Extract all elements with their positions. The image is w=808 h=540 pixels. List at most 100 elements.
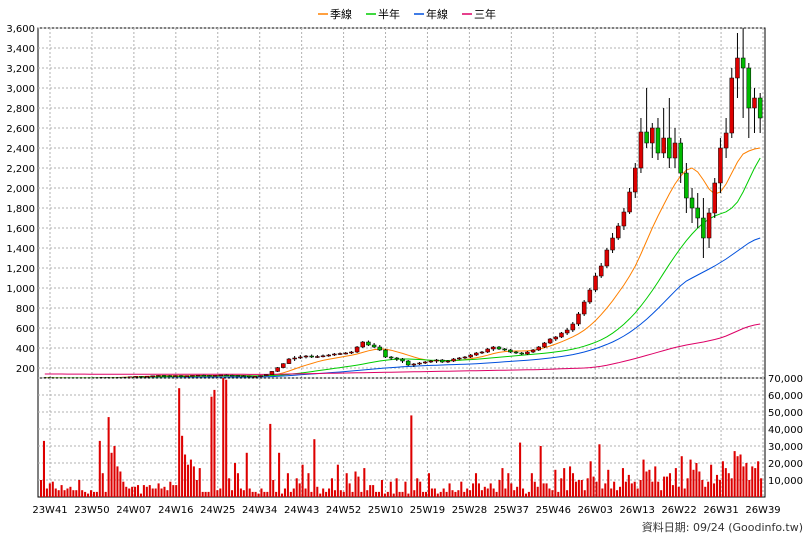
- candle-body: [195, 374, 201, 377]
- legend-label: 半年: [378, 7, 400, 21]
- price-y-tick-label: 1,800: [6, 204, 35, 215]
- candle-body: [411, 363, 417, 366]
- volume-y-tick-label: 70,000: [768, 374, 803, 385]
- candle-body: [190, 375, 195, 377]
- candle-body: [547, 338, 553, 344]
- x-tick-label: 24W43: [284, 505, 319, 516]
- volume-bar: [463, 491, 466, 497]
- volume-bar: [413, 490, 416, 497]
- price-plot-area: [37, 27, 766, 379]
- volume-bar: [263, 491, 266, 497]
- volume-bar: [98, 440, 101, 497]
- volume-bar: [548, 488, 551, 497]
- candle-body: [281, 363, 286, 368]
- volume-bar: [545, 483, 548, 497]
- volume-bar: [151, 488, 154, 497]
- price-panel: 200 400 600 800 1,000 1,200 1,400 1,600 1,800 2,0…: [6, 24, 766, 380]
- candle-body: [752, 97, 757, 109]
- volume-bar: [186, 464, 190, 497]
- x-tick-label: 24W07: [116, 505, 151, 516]
- price-y-tick-label: 200: [16, 364, 35, 375]
- volume-bar: [213, 389, 216, 497]
- volume-bar: [87, 493, 90, 497]
- volume-bar: [542, 483, 545, 497]
- candle-body: [570, 323, 576, 331]
- x-tick-label: 23W50: [74, 505, 109, 516]
- candle-body: [139, 376, 144, 378]
- x-tick-label: 26W03: [578, 505, 613, 516]
- candle-body: [633, 167, 638, 193]
- candle-body: [564, 329, 570, 334]
- candle-body: [644, 131, 649, 144]
- candle-body: [417, 362, 422, 365]
- volume-bar: [375, 491, 378, 497]
- volume-bar: [498, 480, 501, 497]
- volume-bar: [216, 490, 219, 497]
- candle-body: [224, 374, 229, 377]
- volume-bar: [683, 488, 686, 497]
- x-tick-label: 24W52: [326, 505, 361, 516]
- volume-bar: [78, 480, 81, 497]
- volume-bar: [704, 486, 707, 497]
- volume-bar: [454, 491, 457, 497]
- price-y-tick-label: 3,200: [6, 64, 35, 75]
- volume-bar: [557, 491, 560, 497]
- volume-bar: [530, 473, 533, 497]
- volume-bar: [122, 481, 125, 497]
- candle-body: [604, 249, 610, 267]
- price-y-tick-label: 1,600: [6, 224, 35, 235]
- volume-bar: [51, 481, 54, 497]
- volume-bar: [386, 491, 389, 497]
- volume-bar: [142, 485, 145, 497]
- candle-body: [638, 131, 644, 169]
- candle-body: [536, 346, 541, 351]
- volume-bar: [645, 471, 648, 497]
- volume-bar: [721, 461, 724, 497]
- candle-body: [627, 191, 632, 213]
- volume-bar: [754, 468, 757, 497]
- volume-bar: [60, 485, 63, 497]
- volume-bar: [139, 493, 142, 497]
- volume-bar: [275, 491, 278, 497]
- volume-bar: [383, 493, 386, 497]
- volume-bar: [289, 491, 292, 497]
- candle-body: [434, 359, 439, 362]
- candle-body: [462, 356, 468, 359]
- x-tick-label: 26W31: [703, 505, 738, 516]
- volume-bar: [66, 488, 69, 497]
- candle-body: [229, 374, 235, 377]
- volume-bar: [710, 464, 713, 497]
- volume-bar: [295, 478, 298, 497]
- price-y-tick-label: 600: [16, 324, 35, 335]
- volume-bar: [257, 493, 260, 497]
- candle-body: [508, 349, 513, 353]
- data-date-footer: 資料日期: 09/24 (Goodinfo.tw): [642, 520, 803, 534]
- volume-y-tick-label: 50,000: [768, 408, 803, 419]
- candle-body: [150, 375, 155, 378]
- x-axis: 23W41 23W50 24W07 24W16 24W25 24W34 24W43 24W52…: [32, 505, 780, 516]
- volume-bar: [724, 468, 727, 497]
- candle-body: [689, 197, 695, 209]
- candle-body: [246, 375, 252, 378]
- volume-bar: [445, 491, 448, 497]
- candle-body: [502, 348, 507, 351]
- volume-bar: [642, 459, 645, 497]
- x-tick-label: 26W13: [620, 505, 655, 516]
- x-tick-label: 26W39: [745, 505, 780, 516]
- volume-bar: [266, 491, 269, 497]
- candle-body: [576, 313, 581, 325]
- volume-bar: [363, 468, 366, 497]
- volume-bar: [292, 488, 295, 497]
- volume-bar: [410, 415, 413, 497]
- candle-body: [485, 348, 490, 353]
- candle-body: [269, 371, 275, 375]
- candle-body: [757, 97, 763, 119]
- x-tick-label: 23W41: [32, 505, 67, 516]
- volume-bar: [248, 488, 251, 497]
- volume-bar: [207, 491, 210, 497]
- candle-body: [513, 351, 519, 354]
- volume-bar: [671, 485, 674, 497]
- x-tick-label: 26W22: [661, 505, 696, 516]
- volume-bar: [510, 483, 513, 497]
- candle-body: [474, 352, 479, 356]
